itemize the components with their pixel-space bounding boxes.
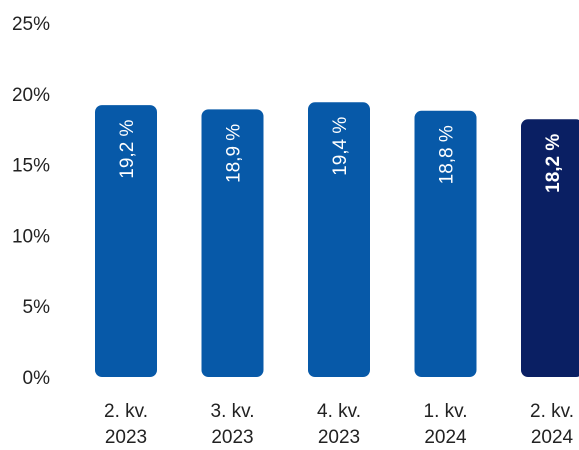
x-tick-label: 2024: [531, 427, 574, 445]
bar: [95, 105, 157, 378]
x-tick-label: 2023: [318, 427, 360, 445]
y-tick-label: 10%: [12, 226, 50, 247]
x-axis: 2. kv. 2023 3. kv. 2023 4. kv. 2023 1. kv. 2024…: [104, 401, 574, 448]
y-tick-label: 25%: [12, 14, 50, 35]
x-tick-label: 1. kv.: [424, 401, 468, 422]
y-axis: 0% 5% 10% 15% 20% 25%: [12, 14, 50, 389]
bar: [308, 102, 370, 378]
x-tick-label: 2. kv.: [530, 401, 574, 422]
bar-value-label: 18,9 %: [224, 124, 245, 183]
x-tick-label: 4. kv.: [317, 401, 361, 422]
bar: [201, 109, 264, 377]
bar-value-label: 18,2 %: [543, 134, 564, 193]
y-tick-label: 5%: [23, 297, 51, 318]
bar-value-label: 19,2 %: [117, 119, 138, 178]
y-tick-label: 15%: [12, 156, 50, 177]
bar: [414, 110, 477, 378]
bar: [521, 119, 579, 377]
y-tick-label: 20%: [12, 85, 50, 106]
x-tick-label: 3. kv.: [211, 401, 255, 422]
bar-value-label: 19,4 %: [330, 117, 351, 176]
y-tick-label: 0%: [23, 368, 51, 389]
bar-value-label: 18,8 %: [437, 125, 458, 184]
x-tick-label: 2024: [424, 427, 467, 445]
x-tick-label: 2023: [105, 427, 147, 445]
bars: 19,2 % 18,9 % 19,4 % 18,8 % 18,2 %: [95, 102, 579, 378]
x-tick-label: 2. kv.: [104, 401, 148, 422]
x-tick-label: 2023: [211, 427, 253, 445]
